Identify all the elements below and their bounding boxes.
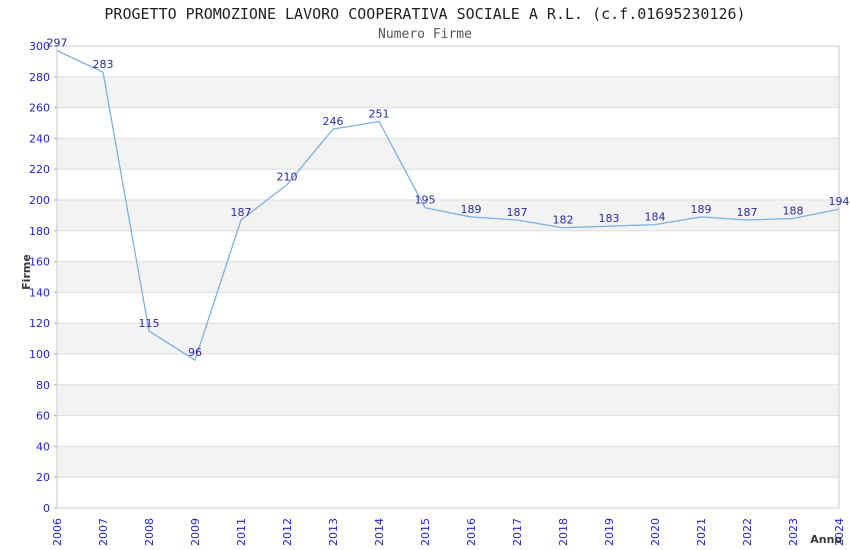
x-tick-label: 2016 xyxy=(465,518,478,546)
x-tick-label: 2023 xyxy=(787,518,800,546)
y-tick-label: 140 xyxy=(29,286,50,299)
y-tick-label: 80 xyxy=(36,379,50,392)
y-tick-label: 180 xyxy=(29,225,50,238)
x-tick-label: 2022 xyxy=(741,518,754,546)
y-tick-label: 200 xyxy=(29,194,50,207)
y-axis-title: Firme xyxy=(20,254,33,290)
y-tick-label: 60 xyxy=(36,410,50,423)
x-axis-title: Anno xyxy=(810,533,842,546)
y-tick-label: 100 xyxy=(29,348,50,361)
data-label: 189 xyxy=(691,203,712,216)
x-tick-label: 2011 xyxy=(235,518,248,546)
band xyxy=(57,138,839,170)
x-tick-label: 2012 xyxy=(281,518,294,546)
data-label: 115 xyxy=(139,317,160,330)
data-label: 246 xyxy=(323,115,344,128)
band xyxy=(57,76,839,108)
data-label: 195 xyxy=(415,194,436,207)
data-label: 188 xyxy=(783,204,804,217)
x-tick-label: 2018 xyxy=(557,518,570,546)
y-tick-label: 20 xyxy=(36,471,50,484)
data-label: 182 xyxy=(553,214,574,227)
data-label: 187 xyxy=(231,206,252,219)
y-tick-label: 120 xyxy=(29,317,50,330)
x-tick-label: 2020 xyxy=(649,518,662,546)
x-tick-label: 2009 xyxy=(189,518,202,546)
band xyxy=(57,200,839,231)
x-tick-label: 2014 xyxy=(373,518,386,546)
y-tick-label: 220 xyxy=(29,163,50,176)
x-tick-label: 2013 xyxy=(327,518,340,546)
data-label: 283 xyxy=(93,58,114,71)
data-label: 183 xyxy=(599,212,620,225)
data-label: 96 xyxy=(188,346,202,359)
x-tick-label: 2008 xyxy=(143,518,156,546)
x-tick-label: 2017 xyxy=(511,518,524,546)
data-label: 184 xyxy=(645,211,666,224)
data-line xyxy=(56,50,840,361)
band xyxy=(57,323,839,354)
data-label: 251 xyxy=(369,107,390,120)
data-label: 297 xyxy=(47,37,68,50)
band xyxy=(57,261,839,293)
plot-border xyxy=(56,45,840,509)
chart-subtitle: Numero Firme xyxy=(378,27,472,42)
x-tick-label: 2006 xyxy=(51,518,64,546)
y-tick-label: 260 xyxy=(29,102,50,115)
x-tick-label: 2019 xyxy=(603,518,616,546)
y-tick-label: 0 xyxy=(43,502,50,515)
data-label: 194 xyxy=(829,195,850,208)
band xyxy=(57,446,839,478)
y-tick-label: 240 xyxy=(29,132,50,145)
chart-title: PROGETTO PROMOZIONE LAVORO COOPERATIVA S… xyxy=(104,5,746,23)
data-label: 187 xyxy=(507,206,528,219)
x-tick-label: 2015 xyxy=(419,518,432,546)
data-label: 187 xyxy=(737,206,758,219)
y-tick-label: 280 xyxy=(29,71,50,84)
data-label: 210 xyxy=(277,171,298,184)
band xyxy=(57,384,839,416)
y-tick-label: 160 xyxy=(29,256,50,269)
x-tick-label: 2021 xyxy=(695,518,708,546)
x-tick-label: 2024 xyxy=(833,518,846,546)
data-label: 189 xyxy=(461,203,482,216)
y-tick-label: 40 xyxy=(36,440,50,453)
x-tick-label: 2007 xyxy=(97,518,110,546)
y-tick-label: 300 xyxy=(29,40,50,53)
